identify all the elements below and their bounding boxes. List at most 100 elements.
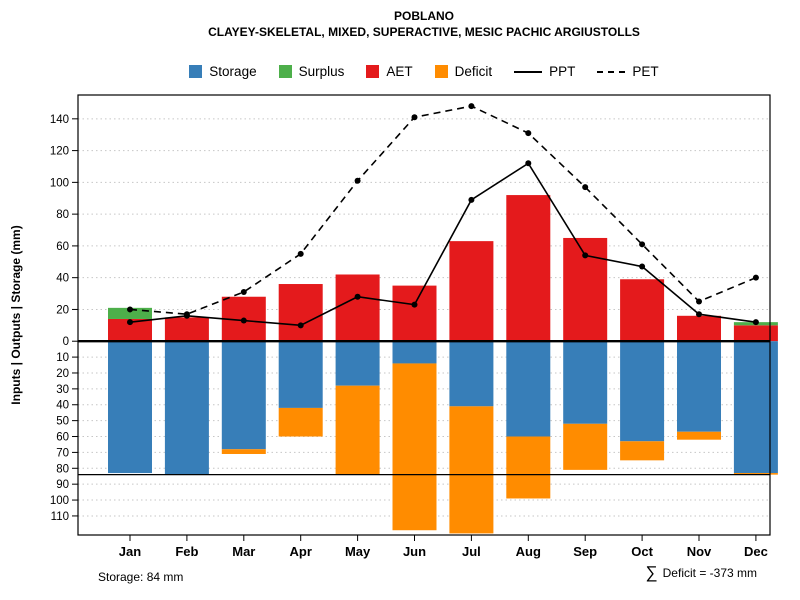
bar-aet-nov xyxy=(677,315,721,342)
tick-label-up-120: 120 xyxy=(50,146,69,158)
legend-item-ppt: PPT xyxy=(514,64,575,79)
month-label-oct: Oct xyxy=(631,544,653,559)
bar-deficit-jul xyxy=(449,406,494,534)
bar-aet-jun xyxy=(392,285,437,342)
ppt-line-sample-icon xyxy=(514,70,543,73)
month-label-feb: Feb xyxy=(175,544,198,559)
tick-label-down-100: 100 xyxy=(50,495,69,507)
point-pet-feb xyxy=(183,311,190,318)
deficit-swatch-icon xyxy=(434,65,448,78)
legend-item-storage: Storage xyxy=(189,64,257,79)
bar-aet-may xyxy=(335,274,380,342)
bar-deficit-sep xyxy=(563,423,608,470)
point-pet-jan xyxy=(127,306,133,313)
tick-label-down-30: 30 xyxy=(56,384,69,396)
line-ppt xyxy=(129,162,757,327)
chart-subtitle: CLAYEY-SKELETAL, MIXED, SUPERACTIVE, MES… xyxy=(208,25,640,39)
bar-deficit-aug xyxy=(506,436,551,499)
legend-item-aet: AET xyxy=(366,64,413,79)
legend-item-surplus: Surplus xyxy=(278,64,345,79)
legend-item-pet: PET xyxy=(597,64,659,79)
bar-aet-feb xyxy=(164,317,209,342)
bar-storage-dec xyxy=(733,341,778,474)
tick-label-down-80: 80 xyxy=(56,463,69,475)
y-axis-label: Inputs | Outputs | Storage (mm) xyxy=(9,225,23,404)
point-pet-sep xyxy=(582,184,589,191)
legend-label-storage: Storage xyxy=(209,64,257,79)
bar-aet-apr xyxy=(278,284,323,342)
point-pet-jun xyxy=(411,114,418,121)
point-pet-dec xyxy=(752,274,759,281)
tick-label-down-20: 20 xyxy=(56,368,69,380)
month-label-may: May xyxy=(345,544,371,559)
bar-aet-oct xyxy=(620,279,665,342)
tick-label-down-70: 70 xyxy=(56,447,69,459)
point-pet-apr xyxy=(297,250,304,257)
month-label-nov: Nov xyxy=(687,544,712,559)
legend-label-ppt: PPT xyxy=(549,64,576,79)
point-ppt-sep xyxy=(582,252,589,259)
point-ppt-nov xyxy=(696,311,702,318)
bar-aet-aug xyxy=(506,195,551,342)
tick-label-down-50: 50 xyxy=(56,416,69,428)
tick-label-up-60: 60 xyxy=(56,241,69,253)
bar-aet-jul xyxy=(449,241,494,342)
tick-label-down-60: 60 xyxy=(56,432,69,444)
bar-deficit-dec xyxy=(733,473,778,475)
month-label-sep: Sep xyxy=(573,544,597,559)
bar-storage-oct xyxy=(620,341,665,442)
tick-label-down-90: 90 xyxy=(56,479,69,491)
point-ppt-jul xyxy=(468,196,475,203)
tick-label-up-80: 80 xyxy=(56,209,69,221)
point-pet-may xyxy=(354,177,361,184)
storage-annotation: Storage: 84 mm xyxy=(98,570,184,584)
tick-label-down-40: 40 xyxy=(56,400,69,412)
bar-deficit-jun xyxy=(392,363,437,531)
point-ppt-apr xyxy=(297,322,304,329)
line-pet xyxy=(129,105,757,316)
legend-item-deficit: Deficit xyxy=(434,64,492,79)
bar-storage-jun xyxy=(392,341,437,364)
deficit-annotation: ∑ Deficit = -373 mm xyxy=(646,564,757,581)
pet-line-sample-icon xyxy=(597,70,626,73)
bar-storage-may xyxy=(335,341,380,386)
bar-storage-jan xyxy=(108,341,152,474)
bar-deficit-oct xyxy=(620,441,665,461)
month-label-jan: Jan xyxy=(119,544,141,559)
storage-swatch-icon xyxy=(189,65,203,78)
bar-storage-sep xyxy=(563,341,608,424)
bar-storage-nov xyxy=(677,341,721,432)
chart-legend: Storage Surplus AET Deficit PPT PET xyxy=(78,64,770,79)
month-label-jun: Jun xyxy=(403,544,426,559)
point-pet-oct xyxy=(639,241,646,248)
point-ppt-dec xyxy=(752,319,759,326)
point-ppt-mar xyxy=(240,317,247,324)
aet-swatch-icon xyxy=(366,65,380,78)
tick-label-up-140: 140 xyxy=(50,114,69,126)
point-pet-jul xyxy=(468,103,475,110)
tick-label-up-40: 40 xyxy=(56,273,69,285)
legend-label-surplus: Surplus xyxy=(298,64,345,79)
tick-label-up-20: 20 xyxy=(56,304,69,316)
bar-deficit-mar xyxy=(221,449,266,454)
point-pet-aug xyxy=(525,130,532,137)
bar-surplus-jan xyxy=(108,307,152,319)
month-label-apr: Apr xyxy=(290,544,312,559)
sigma-symbol: ∑ xyxy=(645,563,658,582)
legend-label-pet: PET xyxy=(632,64,659,79)
deficit-annotation-text: Deficit = -373 mm xyxy=(662,565,757,580)
chart-title: POBLANO xyxy=(394,9,454,23)
bar-deficit-apr xyxy=(278,407,323,437)
tick-label-up-100: 100 xyxy=(50,177,69,189)
bar-storage-aug xyxy=(506,341,551,437)
tick-label-down-10: 10 xyxy=(56,352,69,364)
legend-label-aet: AET xyxy=(386,64,413,79)
month-label-mar: Mar xyxy=(232,544,255,559)
point-pet-mar xyxy=(240,288,247,295)
point-ppt-oct xyxy=(639,263,646,270)
bar-storage-feb xyxy=(164,341,209,475)
point-ppt-jan xyxy=(127,319,133,326)
plot-frame xyxy=(77,94,771,536)
point-ppt-aug xyxy=(525,160,532,167)
